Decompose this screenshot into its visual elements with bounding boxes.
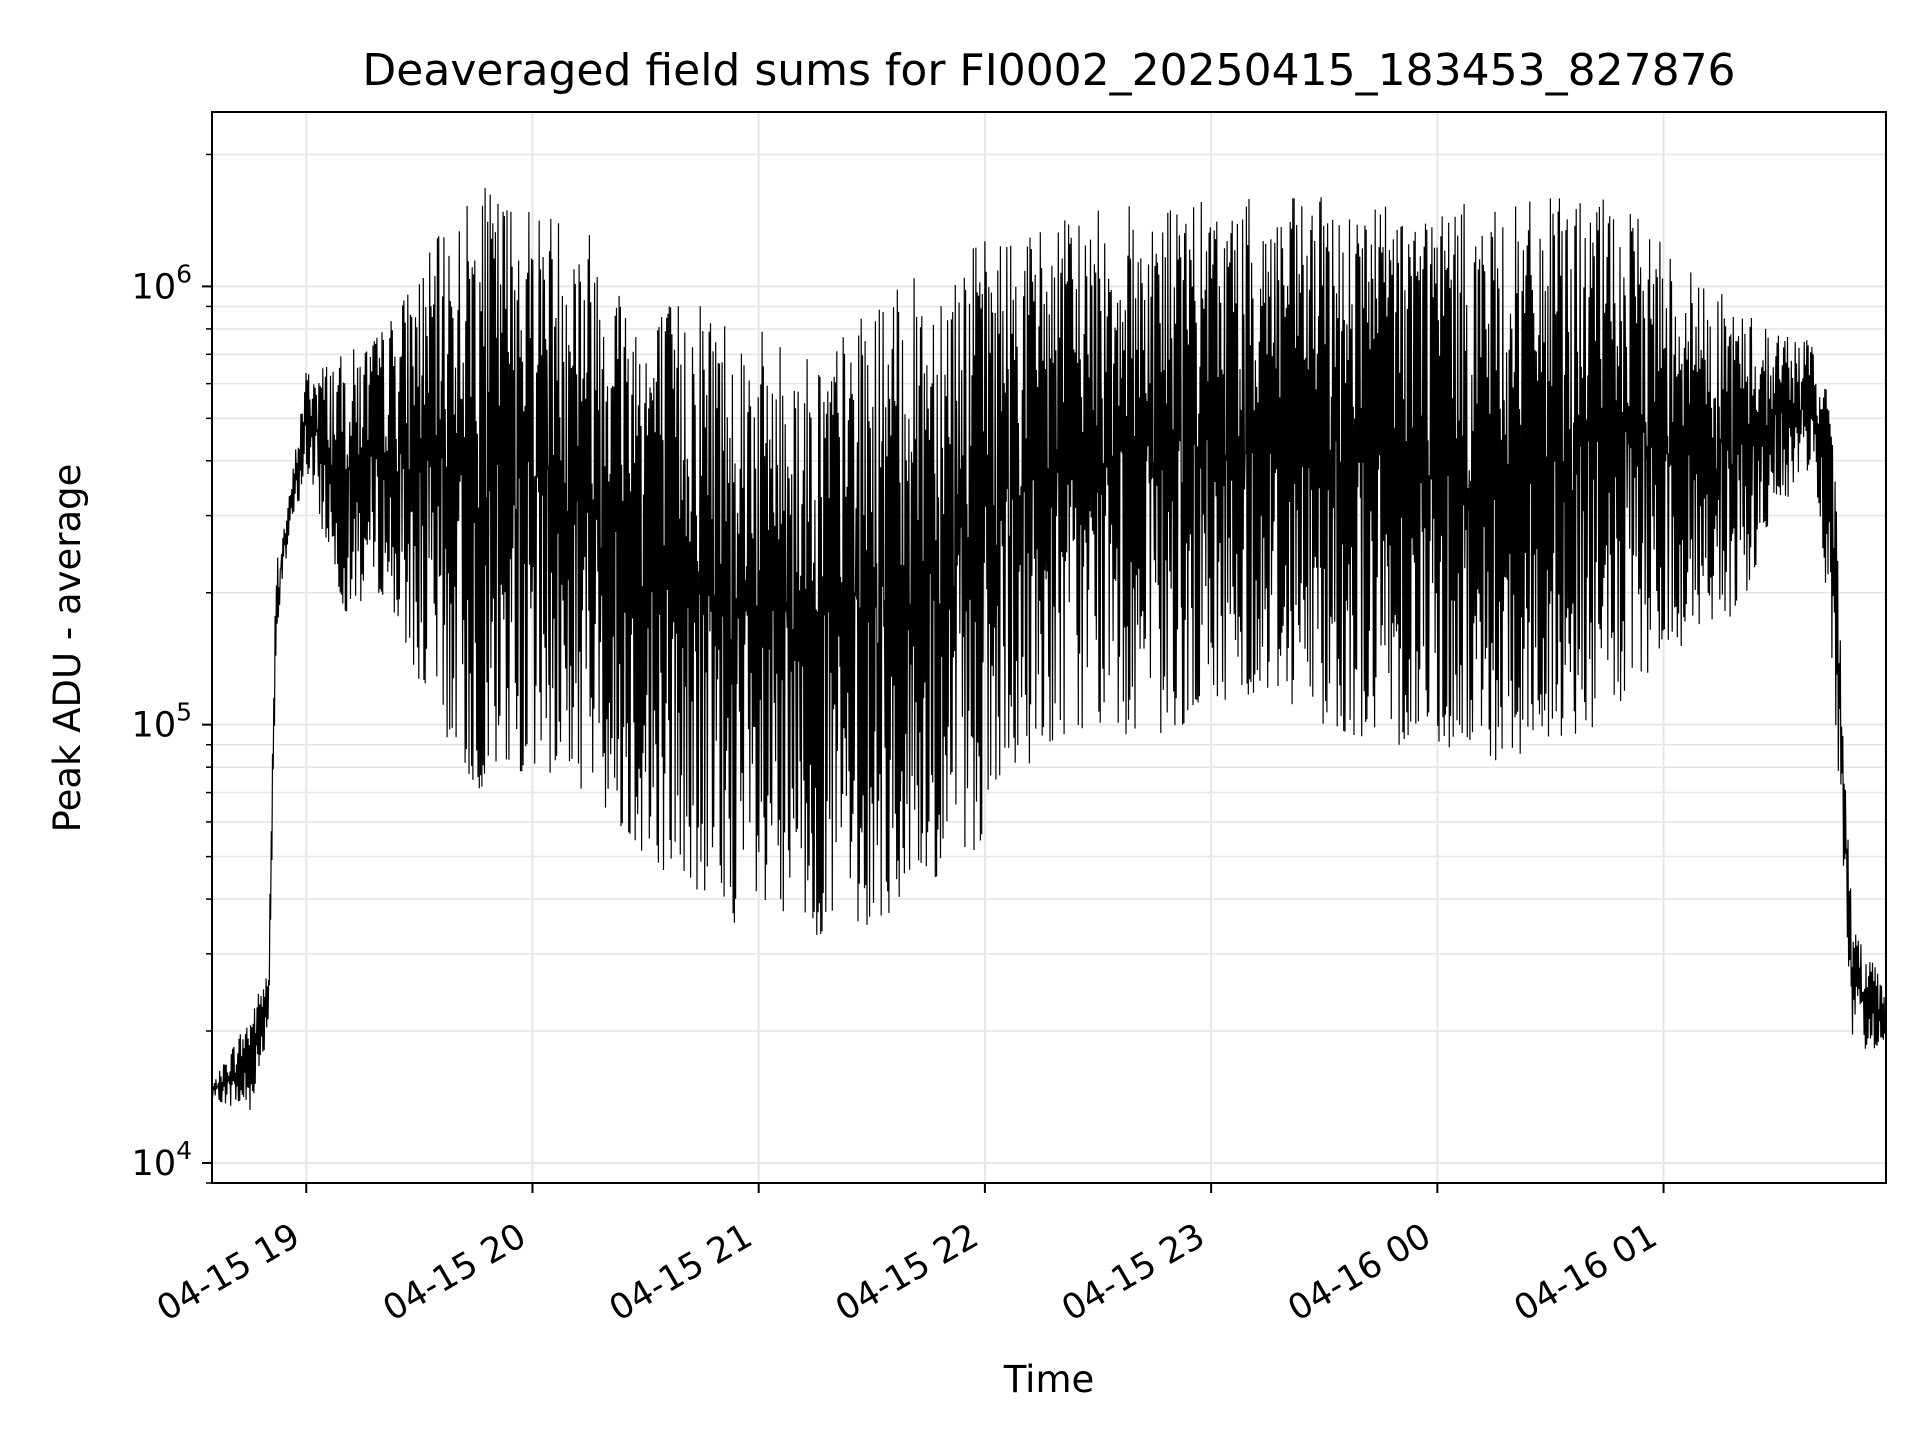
y-tick-label: 104 xyxy=(132,1136,192,1184)
plot-frame xyxy=(211,111,1887,1184)
chart-title: Deaveraged field sums for FI0002_2025041… xyxy=(362,45,1735,96)
series-line xyxy=(211,188,1887,1110)
y-axis: 104 105 106 xyxy=(132,153,212,1184)
y-tick-label: 105 xyxy=(132,698,192,746)
y-axis-label: Peak ADU - average xyxy=(46,464,89,833)
x-axis-label: Time xyxy=(1003,1358,1095,1401)
y-tick-label: 106 xyxy=(132,259,192,307)
series-trace xyxy=(211,188,1887,1110)
